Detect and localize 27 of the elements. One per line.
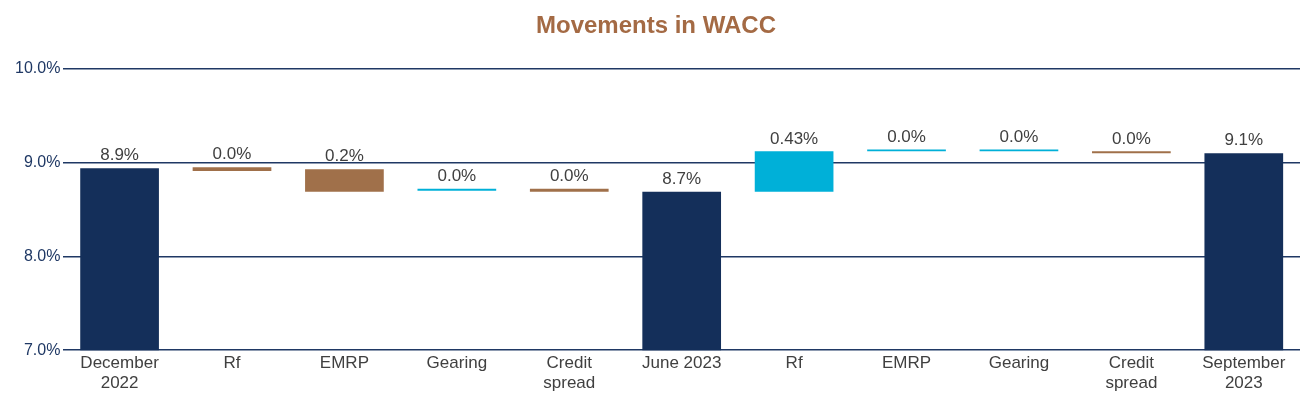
data-label: 0.2% bbox=[325, 146, 364, 166]
x-tick-label: September 2023 bbox=[1202, 353, 1286, 393]
x-tick-label: EMRP bbox=[319, 353, 369, 373]
chart-title: Movements in WACC bbox=[535, 11, 777, 39]
x-tick-label: Rf bbox=[785, 353, 803, 373]
y-tick-label: 9.0% bbox=[23, 153, 61, 171]
data-label: 0.43% bbox=[770, 128, 819, 148]
data-label: 0.0% bbox=[212, 144, 252, 164]
y-tick-label: 8.0% bbox=[23, 246, 61, 264]
data-label: 0.0% bbox=[549, 166, 589, 186]
x-tick-label: Gearing bbox=[988, 353, 1050, 373]
x-tick-label: Credit spread bbox=[1105, 353, 1158, 393]
data-label: 0.0% bbox=[999, 126, 1039, 146]
x-tick-label: Gearing bbox=[426, 353, 488, 373]
data-label: 9.1% bbox=[1224, 130, 1264, 150]
data-label: 0.0% bbox=[887, 126, 926, 146]
x-tick-label: June 2023 bbox=[641, 353, 722, 373]
data-label: 8.7% bbox=[662, 168, 702, 188]
data-label: 0.0% bbox=[437, 166, 477, 186]
x-tick-label: EMRP bbox=[881, 353, 932, 373]
y-tick-label: 10.0% bbox=[14, 59, 61, 77]
data-label: 0.0% bbox=[1111, 128, 1151, 148]
x-tick-label: Rf bbox=[223, 353, 241, 373]
data-label: 8.9% bbox=[100, 145, 139, 165]
x-tick-label: December 2022 bbox=[80, 353, 160, 393]
x-tick-label: Credit spread bbox=[543, 353, 596, 393]
y-tick-label: 7.0% bbox=[23, 340, 61, 358]
